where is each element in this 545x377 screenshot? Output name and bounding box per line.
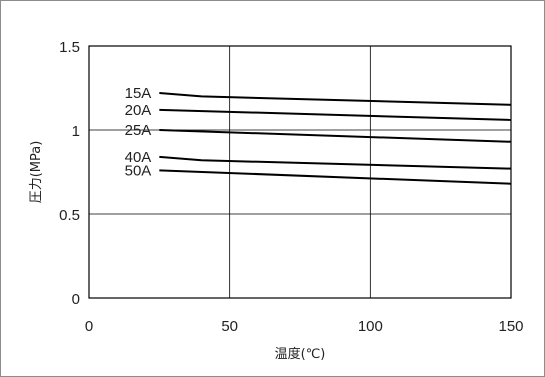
y-tick-label: 1 bbox=[72, 123, 80, 140]
y-axis-title: 圧力(MPa) bbox=[29, 141, 44, 204]
series-label: 40A bbox=[125, 149, 152, 166]
y-tick-label: 1.5 bbox=[59, 39, 80, 56]
grid bbox=[89, 46, 511, 298]
x-tick-labels: 0 50 100 150 bbox=[85, 318, 524, 335]
plot-area bbox=[88, 45, 512, 299]
series-label: 50A bbox=[125, 162, 152, 179]
x-axis-title: 温度(℃) bbox=[275, 346, 326, 362]
series-label: 25A bbox=[125, 122, 152, 139]
x-tick-label: 100 bbox=[358, 318, 383, 335]
series-line bbox=[159, 108, 512, 121]
series-line bbox=[159, 129, 512, 143]
x-tick-label: 0 bbox=[85, 318, 93, 335]
series-line bbox=[159, 169, 512, 185]
series-label: 20A bbox=[125, 102, 152, 119]
x-tick-label: 150 bbox=[498, 318, 523, 335]
y-tick-label: 0 bbox=[72, 291, 80, 308]
y-tick-labels: 0 0.5 1 1.5 bbox=[59, 39, 80, 308]
y-tick-label: 0.5 bbox=[59, 207, 80, 224]
series-lines bbox=[159, 92, 512, 185]
series-line bbox=[159, 92, 512, 106]
x-tick-label: 50 bbox=[221, 318, 238, 335]
series-line bbox=[159, 155, 512, 170]
series-label: 15A bbox=[125, 85, 152, 102]
